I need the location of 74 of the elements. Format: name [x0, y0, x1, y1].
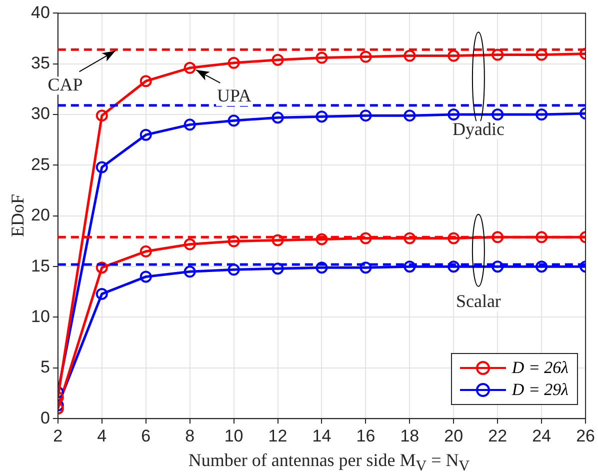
- point: [536, 231, 548, 244]
- point: [360, 110, 372, 122]
- annotation: Dyadic: [452, 118, 504, 139]
- point: [448, 108, 460, 121]
- point: [316, 52, 328, 64]
- x-tick-label: 26: [576, 426, 596, 446]
- point: [492, 108, 504, 121]
- point: [140, 245, 152, 258]
- annotation: UPA: [217, 86, 252, 106]
- x-tick-label: 10: [224, 426, 244, 446]
- y-tick-label: 30: [30, 104, 50, 124]
- y-tick-label: 40: [30, 2, 50, 22]
- point: [492, 48, 504, 61]
- point: [316, 262, 328, 274]
- point: [536, 108, 548, 121]
- y-tick-label: 5: [40, 358, 50, 377]
- point: [404, 260, 416, 273]
- point: [228, 114, 240, 127]
- point: [184, 238, 196, 250]
- point: [316, 233, 328, 246]
- point: [184, 118, 196, 131]
- y-tick-label: 20: [30, 206, 50, 225]
- point: [184, 62, 196, 74]
- x-axis-title: Number of antennas per side M$_{V}$ = N$_{V}$: [187, 450, 471, 476]
- x-tick-label: 18: [400, 426, 420, 446]
- point: [228, 235, 240, 248]
- point: [316, 110, 328, 123]
- point: [228, 264, 240, 276]
- y-tick-label: 25: [30, 154, 50, 174]
- legend-label: D = 26λ: [512, 358, 569, 378]
- x-tick-label: 4: [97, 426, 107, 446]
- point: [96, 110, 108, 122]
- point: [360, 262, 372, 274]
- point: [96, 262, 108, 274]
- x-tick-label: 8: [185, 426, 195, 446]
- annotation: CAP: [48, 74, 83, 94]
- annotation: Scalar: [456, 291, 501, 312]
- legend-label: D = 29λ: [512, 380, 569, 400]
- y-tick-label: 15: [30, 256, 50, 276]
- x-tick-label: 20: [444, 426, 464, 446]
- point: [140, 128, 152, 141]
- point: [140, 270, 152, 283]
- x-tick-label: 16: [356, 426, 376, 446]
- point: [404, 232, 416, 244]
- y-tick-label: 10: [30, 306, 50, 326]
- x-tick-label: 6: [141, 426, 151, 446]
- y-tick-label: 0: [40, 408, 50, 428]
- x-tick-label: 24: [532, 426, 552, 446]
- point: [448, 260, 460, 273]
- point: [492, 231, 504, 244]
- point: [96, 161, 108, 174]
- point: [404, 50, 416, 62]
- point: [536, 48, 548, 61]
- point: [360, 50, 372, 63]
- y-axis-title: EDoF: [8, 193, 28, 240]
- point: [272, 234, 284, 246]
- y-tick-label: 35: [30, 54, 50, 73]
- point: [140, 75, 152, 88]
- x-tick-label: 2: [53, 426, 63, 446]
- x-tick-label: 12: [268, 426, 288, 446]
- point: [404, 110, 416, 122]
- point: [228, 56, 240, 69]
- point: [272, 262, 284, 275]
- x-tick-label: 22: [488, 426, 508, 446]
- point: [492, 260, 504, 273]
- x-tick-label: 14: [312, 426, 332, 446]
- point: [184, 266, 196, 278]
- point: [448, 232, 460, 244]
- point: [448, 50, 460, 62]
- point: [536, 260, 548, 273]
- point: [360, 232, 372, 244]
- point: [96, 288, 108, 300]
- point: [272, 54, 284, 66]
- point: [272, 112, 284, 124]
